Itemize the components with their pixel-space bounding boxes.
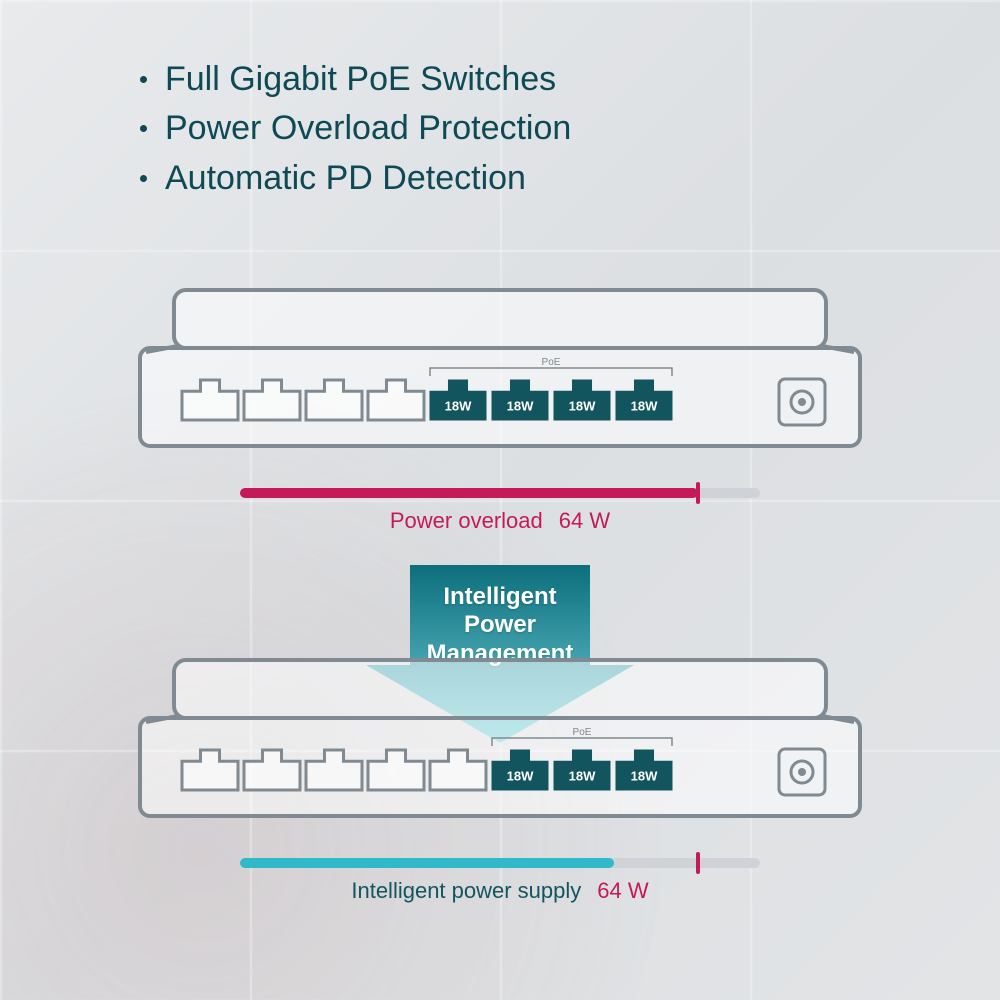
- switch-managed: 18W18W18WPoE Intelligent power supply 64…: [120, 650, 880, 850]
- meter-threshold-tick: [696, 482, 700, 504]
- bullet-dot-icon: [140, 175, 147, 182]
- meter-track: [240, 858, 760, 868]
- arrow-caption-line: Intelligent: [360, 583, 640, 611]
- svg-text:18W: 18W: [569, 399, 596, 414]
- feature-bullets: Full Gigabit PoE Switches Power Overload…: [140, 55, 571, 203]
- bullet-text: Power Overload Protection: [165, 104, 571, 153]
- svg-text:PoE: PoE: [573, 727, 592, 738]
- bullet-item: Power Overload Protection: [140, 104, 571, 153]
- switch-illustration-top: 18W 18W 18W 18W PoE: [120, 280, 880, 480]
- svg-text:18W: 18W: [631, 399, 658, 414]
- switch-overload: 18W18W18W18WPoE Power overload 64 W: [120, 280, 880, 480]
- svg-text:18W: 18W: [507, 769, 534, 784]
- bullet-item: Full Gigabit PoE Switches: [140, 55, 571, 104]
- svg-text:18W: 18W: [569, 769, 596, 784]
- meter-value: 64 W: [597, 878, 648, 904]
- bullet-dot-icon: [140, 125, 147, 132]
- bullet-dot-icon: [140, 76, 147, 83]
- meter-fill: [240, 488, 698, 498]
- svg-text:18W: 18W: [507, 399, 534, 414]
- power-meter-overload: Power overload 64 W: [240, 488, 760, 534]
- meter-threshold-tick: [696, 852, 700, 874]
- bullet-text: Full Gigabit PoE Switches: [165, 55, 556, 104]
- bullet-item: Automatic PD Detection: [140, 154, 571, 203]
- meter-label: Power overload: [390, 508, 543, 534]
- meter-value: 64 W: [559, 508, 610, 534]
- svg-text:PoE: PoE: [542, 357, 561, 368]
- switch-illustration-bottom: 18W 18W 18W PoE: [120, 650, 880, 850]
- bullet-text: Automatic PD Detection: [165, 154, 526, 203]
- meter-label: Intelligent power supply: [351, 878, 581, 904]
- meter-track: [240, 488, 760, 498]
- arrow-caption-line: Power: [360, 611, 640, 639]
- svg-text:18W: 18W: [445, 399, 472, 414]
- meter-fill: [240, 858, 614, 868]
- power-meter-managed: Intelligent power supply 64 W: [240, 858, 760, 904]
- svg-text:18W: 18W: [631, 769, 658, 784]
